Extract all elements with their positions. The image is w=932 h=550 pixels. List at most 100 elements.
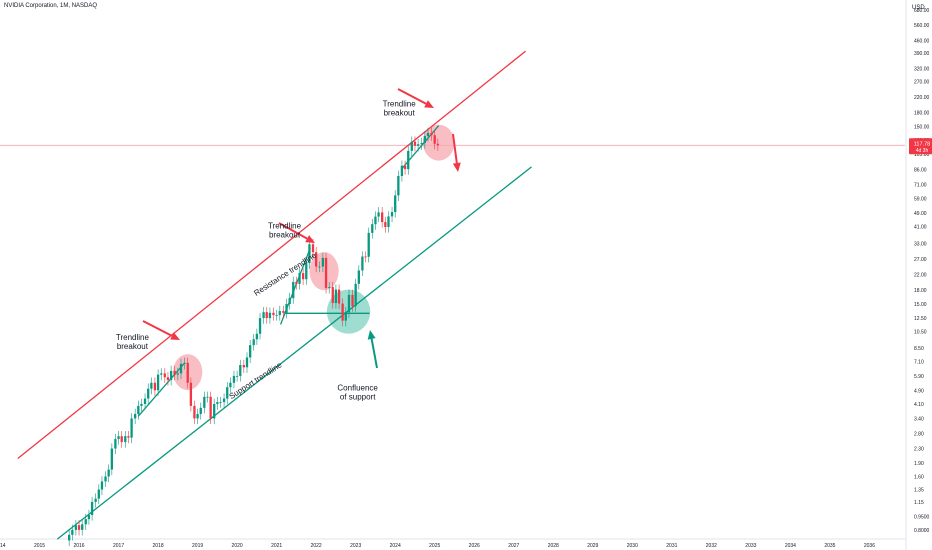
candle-body (377, 212, 380, 217)
candle-body (416, 144, 420, 146)
time-tick-label: 2022 (311, 543, 322, 549)
candle-body (371, 224, 374, 233)
candle-body (84, 519, 87, 525)
price-tick-label: 320.00 (914, 66, 930, 72)
candle-body (285, 304, 288, 313)
candle-body (235, 375, 239, 377)
candle-body (68, 534, 71, 541)
price-tick-label: 460.00 (914, 38, 930, 44)
time-tick-label: 2029 (587, 543, 598, 549)
time-tick-label: 2020 (232, 543, 243, 549)
time-tick-label: 2034 (785, 543, 796, 549)
candle-body (381, 212, 384, 223)
trendline-support (56, 166, 532, 540)
price-tick-label: 4.90 (914, 388, 924, 394)
time-tick-label: 2021 (271, 543, 282, 549)
candle-body (81, 524, 84, 530)
candle-body (163, 373, 166, 378)
price-tick-label: 4.10 (914, 402, 924, 408)
candle-body (120, 436, 123, 443)
candle-body (203, 396, 206, 408)
candle-body (90, 501, 94, 516)
symbol-title: NVIDIA Corporation, 1M, NASDAQ (4, 3, 98, 9)
price-tick-label: 15.00 (914, 302, 927, 308)
annotation-breakout2-label: Trendline breakout (268, 222, 302, 240)
candle-body (387, 216, 390, 227)
candle-body (423, 136, 426, 143)
trendline-breakout-2018 (137, 363, 185, 417)
candle-body (301, 273, 305, 280)
time-tick-label: 2017 (113, 543, 124, 549)
time-tick-label: 2014 (0, 543, 6, 549)
candle-body (394, 195, 397, 213)
arrow-shaft (452, 133, 458, 164)
candle-body (430, 132, 433, 136)
annotation-breakout1-label: Trendline breakout (116, 333, 150, 351)
candle-body (209, 396, 212, 419)
candle-body (321, 257, 325, 267)
candle-body (268, 312, 272, 319)
candle-body (249, 345, 252, 358)
annotation-resistance-label: Resistance trendline (252, 250, 318, 297)
candle-body (390, 212, 394, 217)
price-tick-label: 105.00 (914, 152, 930, 158)
candle-body (71, 529, 74, 535)
candle-body (292, 281, 295, 299)
price-tick-label: 1.15 (914, 500, 924, 506)
trendline-resistance (17, 50, 527, 460)
candle-body (433, 135, 436, 144)
candle-body (127, 436, 130, 438)
candle-body (311, 244, 315, 253)
time-tick-label: 2018 (153, 543, 164, 549)
candle-body (275, 315, 278, 316)
candle-body (242, 365, 245, 368)
price-tick-label: 33.00 (914, 241, 927, 247)
candle-body (278, 311, 281, 316)
price-tick-label: 49.00 (914, 211, 927, 217)
candle-body (166, 377, 170, 380)
candle-body (328, 287, 331, 288)
candle-body (413, 141, 417, 146)
arrow-head (305, 235, 315, 243)
price-tick-label: 560.00 (914, 23, 930, 29)
candle-body (87, 515, 91, 520)
arrow-head (424, 100, 434, 108)
candle-body (206, 396, 209, 398)
candle-body (239, 365, 242, 376)
candle-body (179, 363, 183, 374)
price-tick-label: 8.50 (914, 346, 924, 352)
price-tick-label: 5.90 (914, 374, 924, 380)
candle-body (400, 165, 404, 176)
price-tick-label: 1.35 (914, 488, 924, 494)
arrow-head (170, 332, 180, 340)
candle-body (100, 481, 104, 490)
time-tick-label: 2030 (627, 543, 638, 549)
candle-body (262, 312, 265, 319)
candle-body (407, 150, 410, 170)
time-tick-label: 2031 (666, 543, 677, 549)
candle-body (140, 403, 143, 406)
candle-body (193, 405, 196, 419)
candle-body (384, 222, 387, 227)
price-tick-label: 2.80 (914, 431, 924, 437)
candle-body (199, 407, 202, 415)
annotation-confluence-label: Confluence of support (337, 383, 378, 401)
annotation-breakout3-label: Trendline breakout (383, 99, 417, 117)
candle-body (426, 132, 430, 137)
price-tick-label: 270.00 (914, 79, 930, 85)
arrow-down-2025 (452, 133, 461, 172)
time-tick-label: 2036 (864, 543, 875, 549)
time-tick-label: 2024 (390, 543, 401, 549)
arrow-shaft (397, 88, 427, 105)
candle-body (308, 244, 311, 264)
candle-body (420, 142, 423, 145)
candle-body (315, 252, 318, 267)
candle-body (150, 382, 153, 389)
price-tick-label: 86.00 (914, 168, 927, 174)
time-tick-label: 2026 (469, 543, 480, 549)
candle-body (364, 256, 367, 258)
candle-body (189, 382, 193, 406)
last-price-tag (909, 138, 932, 155)
currency-label: USD (912, 5, 925, 11)
